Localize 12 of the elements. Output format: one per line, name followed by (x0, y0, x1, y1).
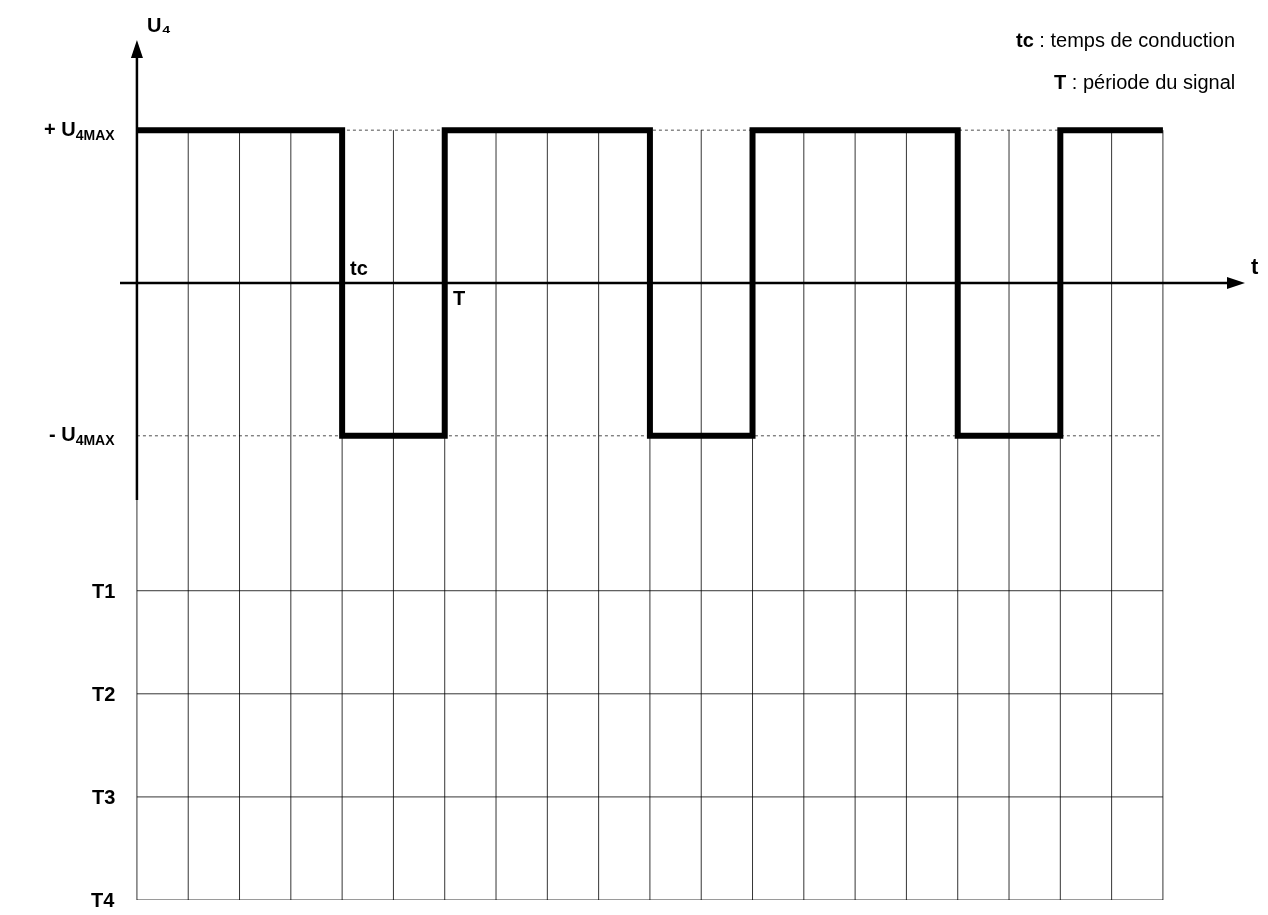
x-axis-title: t (1251, 254, 1259, 279)
text: T1 (92, 580, 116, 602)
annotation: T (453, 287, 466, 309)
y-axis-title: U₄ (147, 14, 171, 36)
text: T : période du signal (1054, 71, 1236, 93)
ref-line-label: - U$_{4MAX}$ (49, 423, 116, 449)
text: T4 (91, 889, 116, 911)
annotation: tc (350, 257, 368, 279)
ref-line-label: + U$_{4MAX}$ (44, 118, 116, 144)
text: T3 (92, 786, 116, 808)
text: tc : temps de conduction (1016, 29, 1236, 51)
text: T2 (92, 683, 116, 705)
